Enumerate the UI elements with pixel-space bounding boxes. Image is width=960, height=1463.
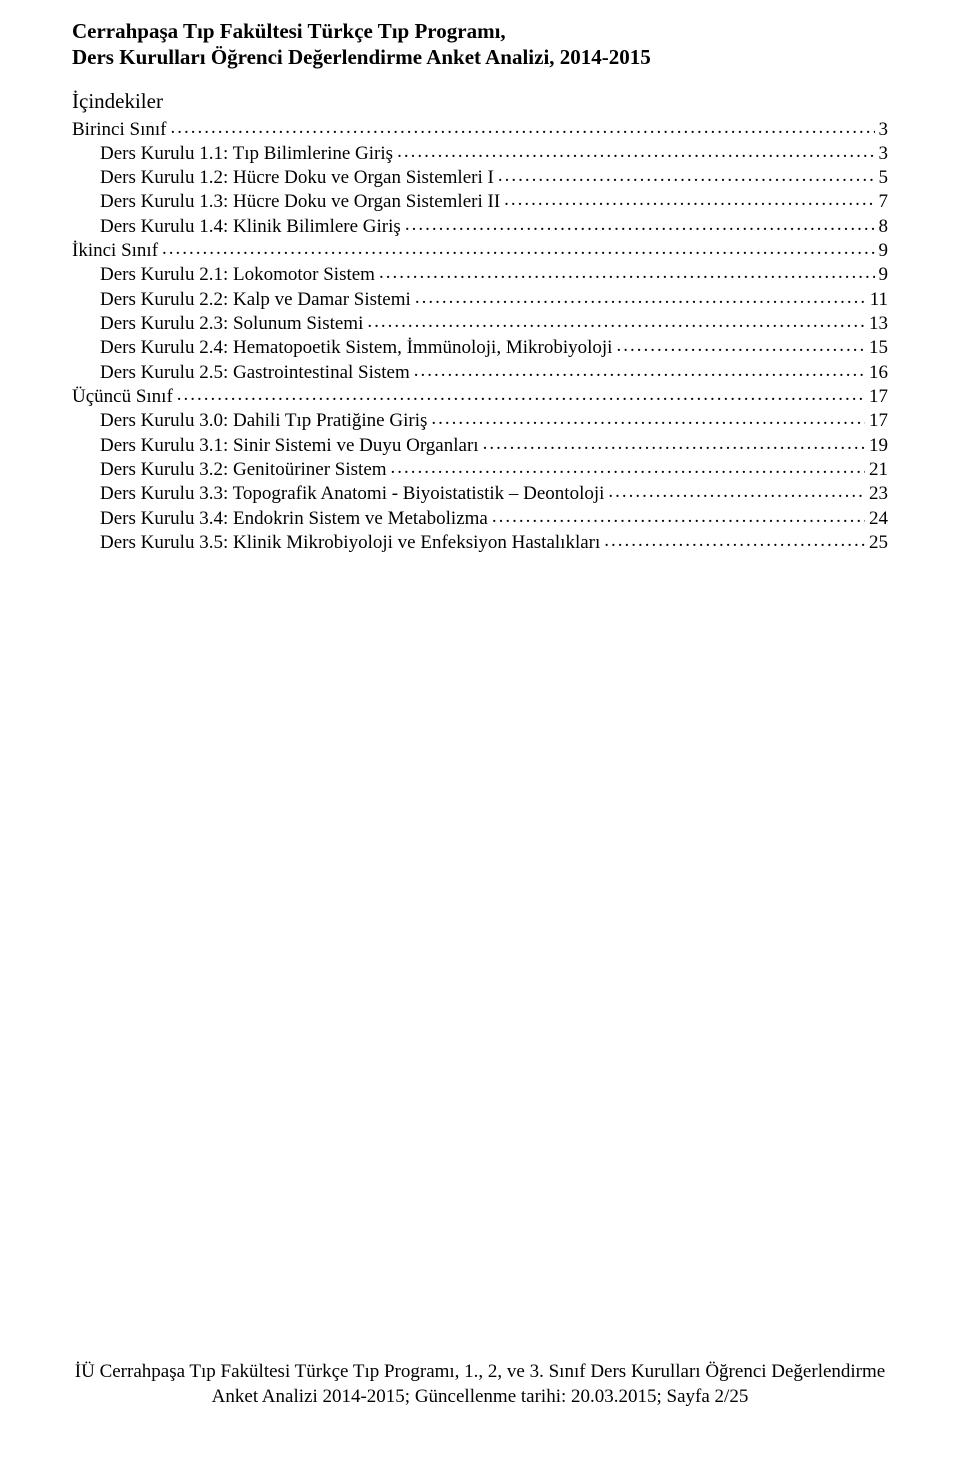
toc-entry-page: 3 <box>879 118 889 142</box>
toc-entry-label: Ders Kurulu 3.1: Sinir Sistemi ve Duyu O… <box>72 434 479 458</box>
toc-entry-label: Ders Kurulu 1.4: Klinik Bilimlere Giriş <box>72 215 401 239</box>
toc-leader-dots <box>391 456 865 480</box>
toc-entry-page: 19 <box>869 434 888 458</box>
toc-row: Ders Kurulu 3.0: Dahili Tıp Pratiğine Gi… <box>72 409 888 433</box>
toc-entry-label: Ders Kurulu 2.1: Lokomotor Sistem <box>72 263 375 287</box>
toc-heading: İçindekiler <box>72 89 888 114</box>
toc-entry-label: Ders Kurulu 2.5: Gastrointestinal Sistem <box>72 361 410 385</box>
toc-row: Ders Kurulu 2.2: Kalp ve Damar Sistemi 11 <box>72 288 888 312</box>
toc-entry-label: Ders Kurulu 1.3: Hücre Doku ve Organ Sis… <box>72 190 500 214</box>
toc-entry-page: 17 <box>869 385 888 409</box>
table-of-contents: Birinci Sınıf3Ders Kurulu 1.1: Tıp Bilim… <box>72 118 888 556</box>
toc-entry-label: Ders Kurulu 3.2: Genitoüriner Sistem <box>72 458 387 482</box>
toc-leader-dots <box>604 529 865 553</box>
toc-entry-label: İkinci Sınıf <box>72 239 158 263</box>
toc-entry-page: 17 <box>869 409 888 433</box>
toc-entry-label: Ders Kurulu 2.2: Kalp ve Damar Sistemi <box>72 288 411 312</box>
title-line-2: Ders Kurulları Öğrenci Değerlendirme Ank… <box>72 44 888 70</box>
toc-leader-dots <box>498 164 875 188</box>
toc-row: Ders Kurulu 2.1: Lokomotor Sistem 9 <box>72 263 888 287</box>
toc-leader-dots <box>177 383 865 407</box>
toc-row: Ders Kurulu 3.2: Genitoüriner Sistem 21 <box>72 458 888 482</box>
toc-leader-dots <box>415 286 866 310</box>
toc-entry-page: 11 <box>870 288 888 312</box>
toc-entry-page: 21 <box>869 458 888 482</box>
toc-entry-page: 3 <box>879 142 889 166</box>
document-page: Cerrahpaşa Tıp Fakültesi Türkçe Tıp Prog… <box>0 0 960 1463</box>
toc-row: Ders Kurulu 1.3: Hücre Doku ve Organ Sis… <box>72 190 888 214</box>
toc-entry-page: 13 <box>869 312 888 336</box>
toc-leader-dots <box>397 140 874 164</box>
toc-entry-page: 9 <box>879 239 889 263</box>
toc-row: Ders Kurulu 3.1: Sinir Sistemi ve Duyu O… <box>72 434 888 458</box>
toc-entry-label: Ders Kurulu 3.3: Topografik Anatomi - Bi… <box>72 482 604 506</box>
toc-row: Ders Kurulu 1.2: Hücre Doku ve Organ Sis… <box>72 166 888 190</box>
toc-leader-dots <box>170 116 874 140</box>
toc-entry-page: 16 <box>869 361 888 385</box>
toc-row: Ders Kurulu 1.4: Klinik Bilimlere Giriş 8 <box>72 215 888 239</box>
toc-leader-dots <box>379 261 875 285</box>
toc-row: Ders Kurulu 2.3: Solunum Sistemi 13 <box>72 312 888 336</box>
toc-leader-dots <box>405 213 875 237</box>
toc-leader-dots <box>431 407 865 431</box>
toc-entry-label: Ders Kurulu 2.3: Solunum Sistemi <box>72 312 363 336</box>
toc-leader-dots <box>414 359 865 383</box>
toc-entry-label: Üçüncü Sınıf <box>72 385 173 409</box>
toc-leader-dots <box>367 310 865 334</box>
toc-leader-dots <box>162 237 874 261</box>
toc-leader-dots <box>492 505 865 529</box>
toc-entry-page: 8 <box>879 215 889 239</box>
document-title: Cerrahpaşa Tıp Fakültesi Türkçe Tıp Prog… <box>72 18 888 71</box>
toc-entry-page: 23 <box>869 482 888 506</box>
toc-entry-label: Ders Kurulu 1.1: Tıp Bilimlerine Giriş <box>72 142 393 166</box>
toc-entry-page: 15 <box>869 336 888 360</box>
footer-line-1: İÜ Cerrahpaşa Tıp Fakültesi Türkçe Tıp P… <box>0 1360 960 1384</box>
toc-entry-label: Birinci Sınıf <box>72 118 166 142</box>
title-line-1: Cerrahpaşa Tıp Fakültesi Türkçe Tıp Prog… <box>72 18 888 44</box>
toc-entry-label: Ders Kurulu 3.5: Klinik Mikrobiyoloji ve… <box>72 531 600 555</box>
toc-entry-page: 25 <box>869 531 888 555</box>
toc-entry-page: 9 <box>879 263 889 287</box>
toc-entry-page: 7 <box>879 190 889 214</box>
toc-entry-label: Ders Kurulu 2.4: Hematopoetik Sistem, İm… <box>72 336 612 360</box>
toc-leader-dots <box>608 480 865 504</box>
toc-row: Ders Kurulu 2.5: Gastrointestinal Sistem… <box>72 361 888 385</box>
toc-row: Ders Kurulu 3.5: Klinik Mikrobiyoloji ve… <box>72 531 888 555</box>
toc-row: Birinci Sınıf 3 <box>72 118 888 142</box>
page-footer: İÜ Cerrahpaşa Tıp Fakültesi Türkçe Tıp P… <box>0 1360 960 1409</box>
toc-entry-page: 5 <box>879 166 889 190</box>
toc-leader-dots <box>483 432 865 456</box>
toc-entry-label: Ders Kurulu 1.2: Hücre Doku ve Organ Sis… <box>72 166 494 190</box>
toc-entry-page: 24 <box>869 507 888 531</box>
toc-row: Ders Kurulu 2.4: Hematopoetik Sistem, İm… <box>72 336 888 360</box>
toc-entry-label: Ders Kurulu 3.0: Dahili Tıp Pratiğine Gi… <box>72 409 427 433</box>
toc-leader-dots <box>504 188 874 212</box>
footer-line-2: Anket Analizi 2014-2015; Güncellenme tar… <box>0 1385 960 1409</box>
toc-row: Üçüncü Sınıf 17 <box>72 385 888 409</box>
toc-leader-dots <box>616 334 865 358</box>
toc-entry-label: Ders Kurulu 3.4: Endokrin Sistem ve Meta… <box>72 507 488 531</box>
toc-row: Ders Kurulu 1.1: Tıp Bilimlerine Giriş 3 <box>72 142 888 166</box>
toc-row: Ders Kurulu 3.4: Endokrin Sistem ve Meta… <box>72 507 888 531</box>
toc-row: İkinci Sınıf 9 <box>72 239 888 263</box>
toc-row: Ders Kurulu 3.3: Topografik Anatomi - Bi… <box>72 482 888 506</box>
